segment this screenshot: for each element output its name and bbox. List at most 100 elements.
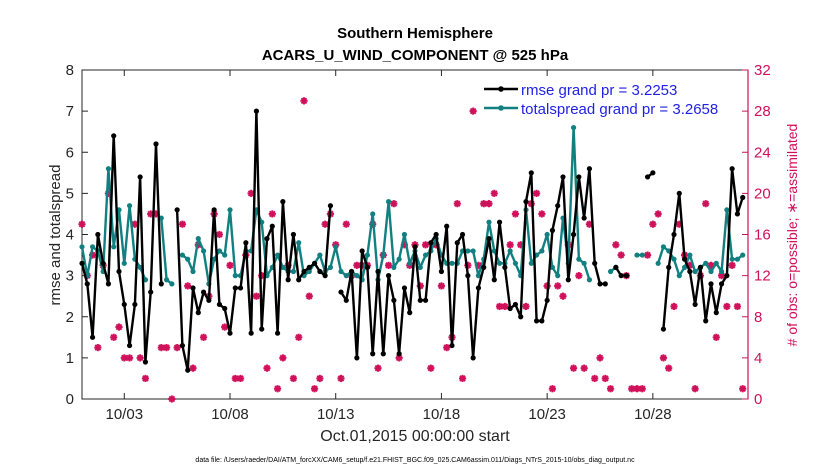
rmse-point xyxy=(528,170,534,176)
y-tick-label: 7 xyxy=(66,103,74,120)
obs-assimilated-marker xyxy=(702,200,710,208)
plot-series xyxy=(78,97,747,403)
spread-point xyxy=(486,219,492,225)
obs-assimilated-marker xyxy=(733,302,742,311)
rmse-point xyxy=(148,289,154,295)
rmse-point xyxy=(322,273,328,279)
chart-subtitle: ACARS_U_WIND_COMPONENT @ 525 hPa xyxy=(262,47,569,64)
obs-assimilated-marker xyxy=(295,333,303,341)
spread-point xyxy=(708,268,714,275)
obs-assimilated-marker xyxy=(506,241,514,249)
rmse-point xyxy=(708,281,714,287)
rmse-point xyxy=(317,268,323,275)
obs-assimilated-marker xyxy=(125,354,134,362)
rmse-point xyxy=(438,268,445,275)
rmse-point xyxy=(539,318,545,324)
obs-assimilated-marker xyxy=(236,374,245,383)
obs-assimilated-marker xyxy=(321,220,329,228)
spread-point xyxy=(380,252,386,258)
obs-assimilated-marker xyxy=(221,323,229,331)
spread-point xyxy=(343,273,349,279)
rmse-point xyxy=(734,211,741,217)
rmse-point xyxy=(259,326,265,332)
rmse-point xyxy=(153,141,159,147)
obs-assimilated-marker xyxy=(601,374,609,383)
spread-point xyxy=(512,260,519,266)
obs-assimilated-marker xyxy=(273,385,282,393)
x-axis-label: Oct.01,2015 00:00:00 start xyxy=(320,428,510,445)
rmse-point xyxy=(407,310,413,316)
y-axis-label: rmse and totalspread xyxy=(47,165,64,306)
spread-point xyxy=(581,260,587,266)
chart-title: Southern Hemisphere xyxy=(337,25,493,42)
obs-assimilated-marker xyxy=(649,220,657,228)
rmse-point xyxy=(375,268,381,275)
rmse-point xyxy=(491,277,497,283)
rmse-point xyxy=(650,170,656,176)
obs-assimilated-marker xyxy=(162,343,171,352)
spread-point xyxy=(570,124,577,131)
rmse-point xyxy=(666,264,672,270)
spread-point xyxy=(121,260,127,266)
obs-assimilated-marker xyxy=(141,374,150,383)
rmse-point xyxy=(544,297,550,303)
obs-assimilated-marker xyxy=(226,261,234,269)
rmse-point xyxy=(338,289,344,295)
obs-assimilated-marker xyxy=(184,282,192,290)
obs-assimilated-marker xyxy=(654,210,662,218)
obs-assimilated-marker xyxy=(94,343,102,352)
rmse-point xyxy=(158,281,164,287)
obs-assimilated-marker xyxy=(342,220,350,228)
rmse-point xyxy=(227,330,233,336)
obs-assimilated-marker xyxy=(691,385,699,393)
spread-point xyxy=(274,252,281,258)
rmse-point xyxy=(253,108,260,114)
obs-assimilated-marker xyxy=(289,374,298,383)
legend-rmse-marker xyxy=(498,86,504,92)
spread-point xyxy=(222,252,228,258)
spread-point xyxy=(105,166,112,172)
rmse-point xyxy=(364,264,371,270)
y-tick-label: 5 xyxy=(66,185,74,202)
rmse-point xyxy=(206,297,212,303)
rmse-point xyxy=(481,264,487,270)
rmse-point xyxy=(703,318,709,324)
spread-point xyxy=(290,268,297,275)
y-tick-label: 8 xyxy=(66,62,74,79)
rmse-point xyxy=(84,281,90,287)
rmse-point xyxy=(126,342,133,349)
rmse-point xyxy=(79,260,85,266)
rmse-point xyxy=(285,277,291,283)
x-tick-label: 10/28 xyxy=(634,406,672,423)
y-tick-label: 6 xyxy=(66,144,74,161)
obs-assimilated-marker xyxy=(337,374,345,383)
spread-point xyxy=(449,260,455,266)
spread-point xyxy=(190,268,196,275)
rmse-point xyxy=(301,268,307,275)
spread-point xyxy=(465,248,471,254)
spread-point xyxy=(79,244,85,250)
legend-rmse-label: rmse grand pr = 3.2253 xyxy=(521,82,677,99)
rmse-point xyxy=(576,174,582,180)
rmse-point xyxy=(718,281,725,287)
rmse-point xyxy=(422,297,429,303)
spread-point xyxy=(417,264,423,270)
y-right-tick-label: 16 xyxy=(754,227,771,244)
y-right-tick-label: 4 xyxy=(754,350,762,367)
obs-assimilated-marker xyxy=(469,107,477,115)
rmse-point xyxy=(740,194,746,201)
rmse-point xyxy=(555,203,561,209)
obs-assimilated-marker xyxy=(485,200,493,208)
spread-point xyxy=(586,277,593,283)
spread-point xyxy=(671,256,677,262)
spread-point xyxy=(169,281,175,287)
rmse-point xyxy=(216,301,223,308)
spread-point xyxy=(544,231,550,238)
obs-assimilated-marker xyxy=(522,302,530,311)
rmse-point xyxy=(486,236,492,242)
spread-point xyxy=(364,252,371,258)
rmse-line xyxy=(80,134,163,364)
obs-assimilated-marker xyxy=(168,395,176,403)
rmse-point xyxy=(597,281,603,287)
obs-assimilated-marker xyxy=(638,385,646,393)
